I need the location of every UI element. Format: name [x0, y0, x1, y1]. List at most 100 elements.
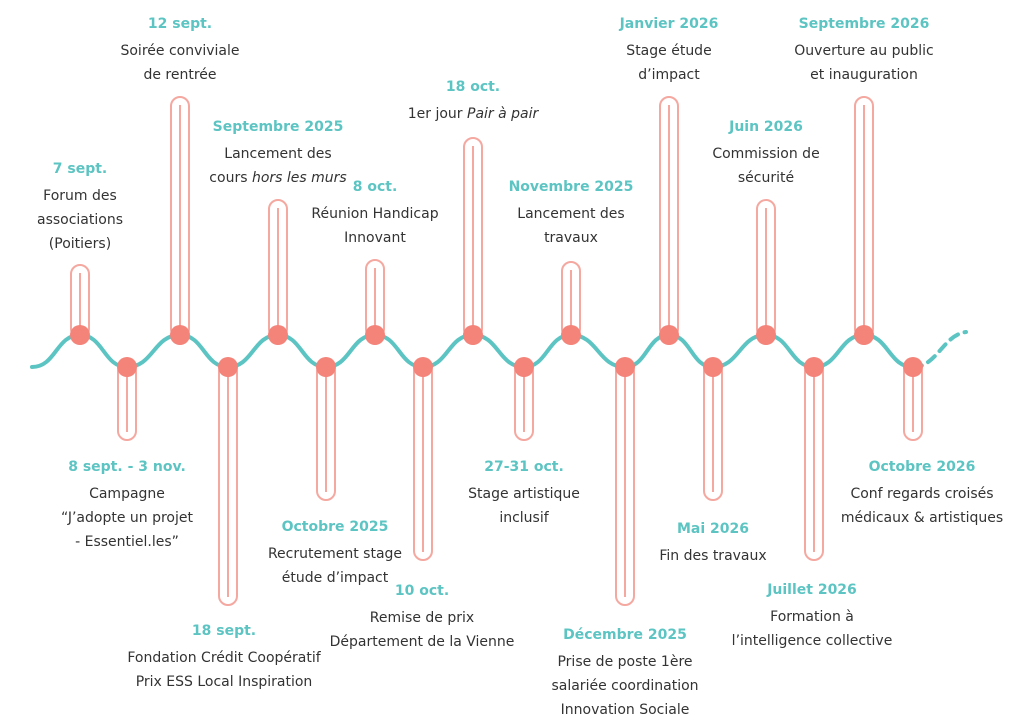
event-line: Fondation Crédit Coopératif: [127, 650, 321, 666]
event-label-10: 8 sept. - 3 nov. Campagne “J’adopte un pr…: [61, 458, 193, 554]
event-date: 7 sept.: [52, 161, 108, 177]
event-dot: [268, 325, 288, 345]
event-line: Lancement des: [224, 146, 332, 162]
event-line: associations: [36, 212, 124, 228]
event-date: Juillet 2026: [767, 582, 857, 598]
event-date: Septembre 2026: [798, 16, 930, 32]
event-line: Commission de: [712, 146, 820, 162]
event-description: Formation à l’intelligence collective: [732, 605, 893, 653]
event-line: étude d’impact: [281, 570, 389, 586]
event-line: Soirée conviviale: [120, 43, 240, 59]
event-dot: [70, 325, 90, 345]
event-line: Formation à: [770, 609, 854, 625]
event-description: Réunion Handicap Innovant: [311, 202, 438, 250]
event-line: cours hors les murs: [209, 170, 347, 186]
event-dot: [316, 357, 336, 377]
event-line: salariée coordination: [551, 678, 699, 694]
event-label-5: 18 oct. 1er jour Pair à pair: [408, 78, 539, 126]
event-line: 1er jour Pair à pair: [407, 106, 539, 122]
event-label-13: 10 oct. Remise de prix Département de la …: [330, 582, 515, 654]
event-description: Remise de prix Département de la Vienne: [330, 606, 515, 654]
event-line: Conf regards croisés: [850, 486, 994, 502]
event-line: (Poitiers): [48, 236, 112, 252]
event-dot: [854, 325, 874, 345]
event-dot: [703, 357, 723, 377]
event-description: Forum des associations (Poitiers): [37, 184, 123, 256]
event-dots: [70, 325, 923, 377]
event-label-12: Octobre 2025 Recrutement stage étude d’im…: [268, 518, 402, 590]
event-line: travaux: [544, 230, 598, 246]
event-dot: [463, 325, 483, 345]
event-line: d’impact: [638, 67, 700, 83]
event-description: Soirée conviviale de rentrée: [120, 39, 239, 87]
event-date: Septembre 2025: [212, 119, 344, 135]
event-description: Stage étude d’impact: [620, 39, 719, 87]
event-line: - Essentiel.les”: [75, 534, 179, 550]
event-date: Mai 2026: [676, 521, 750, 537]
event-label-16: Mai 2026 Fin des travaux: [659, 520, 766, 568]
event-line: l’intelligence collective: [731, 633, 893, 649]
event-line: Fin des travaux: [659, 548, 767, 564]
event-dot: [615, 357, 635, 377]
event-date: Juin 2026: [729, 119, 803, 135]
event-line: Innovant: [344, 230, 406, 246]
event-line: Campagne: [89, 486, 165, 502]
event-line: Ouverture au public: [794, 43, 934, 59]
event-line: Innovation Sociale: [560, 702, 690, 718]
event-dot: [413, 357, 433, 377]
event-description: Lancement des cours hors les murs: [209, 142, 346, 190]
event-date: 27-31 oct.: [484, 459, 564, 475]
event-line: inclusif: [499, 510, 549, 526]
event-line: médicaux & artistiques: [840, 510, 1004, 526]
event-description: Commission de sécurité: [712, 142, 819, 190]
event-description: Campagne “J’adopte un projet - Essentiel.l…: [61, 482, 193, 554]
event-date: 12 sept.: [147, 16, 213, 32]
event-dot: [365, 325, 385, 345]
event-description: 1er jour Pair à pair: [408, 102, 539, 126]
event-date: Décembre 2025: [563, 627, 687, 643]
event-dot: [804, 357, 824, 377]
event-label-9: Septembre 2026 Ouverture au public et ina…: [794, 15, 933, 87]
event-line: Forum des: [43, 188, 117, 204]
event-line: Remise de prix: [369, 610, 475, 626]
event-dot: [903, 357, 923, 377]
event-dot: [170, 325, 190, 345]
event-description: Fondation Crédit Coopératif Prix ESS Loca…: [127, 646, 320, 694]
event-description: Recrutement stage étude d’impact: [268, 542, 402, 590]
event-label-7: Janvier 2026 Stage étude d’impact: [620, 15, 719, 87]
event-dot: [218, 357, 238, 377]
event-line: Réunion Handicap: [311, 206, 439, 222]
event-dot: [117, 357, 137, 377]
event-description: Conf regards croisés médicaux & artistiqu…: [841, 482, 1003, 530]
event-dot: [756, 325, 776, 345]
event-line: Lancement des: [517, 206, 625, 222]
event-dot: [659, 325, 679, 345]
event-label-14: 27-31 oct. Stage artistique inclusif: [468, 458, 580, 530]
event-description: Stage artistique inclusif: [468, 482, 580, 530]
event-label-6: Novembre 2025 Lancement des travaux: [509, 178, 634, 250]
event-line: Stage étude: [626, 43, 712, 59]
event-dot: [514, 357, 534, 377]
event-line: Prix ESS Local Inspiration: [135, 674, 313, 690]
event-label-3: Septembre 2025 Lancement des cours hors l…: [209, 118, 346, 190]
event-date: 10 oct.: [394, 583, 450, 599]
event-date: 18 oct.: [445, 79, 501, 95]
event-label-4: 8 oct. Réunion Handicap Innovant: [311, 178, 438, 250]
event-date: 8 oct.: [352, 179, 398, 195]
event-description: Lancement des travaux: [509, 202, 634, 250]
event-date: Octobre 2026: [868, 459, 976, 475]
event-label-11: 18 sept. Fondation Crédit Coopératif Prix…: [127, 622, 320, 694]
event-label-15: Décembre 2025 Prise de poste 1ère salarié…: [551, 626, 698, 722]
event-description: Fin des travaux: [659, 544, 766, 568]
event-line: Stage artistique: [468, 486, 580, 502]
event-label-18: Octobre 2026 Conf regards croisés médicau…: [841, 458, 1003, 530]
event-dot: [561, 325, 581, 345]
event-description: Ouverture au public et inauguration: [794, 39, 933, 87]
event-line: “J’adopte un projet: [61, 510, 193, 526]
event-label-2: 12 sept. Soirée conviviale de rentrée: [120, 15, 239, 87]
event-line: sécurité: [737, 170, 795, 186]
event-date: Janvier 2026: [619, 16, 719, 32]
event-date: Octobre 2025: [281, 519, 389, 535]
event-line: Département de la Vienne: [329, 634, 515, 650]
